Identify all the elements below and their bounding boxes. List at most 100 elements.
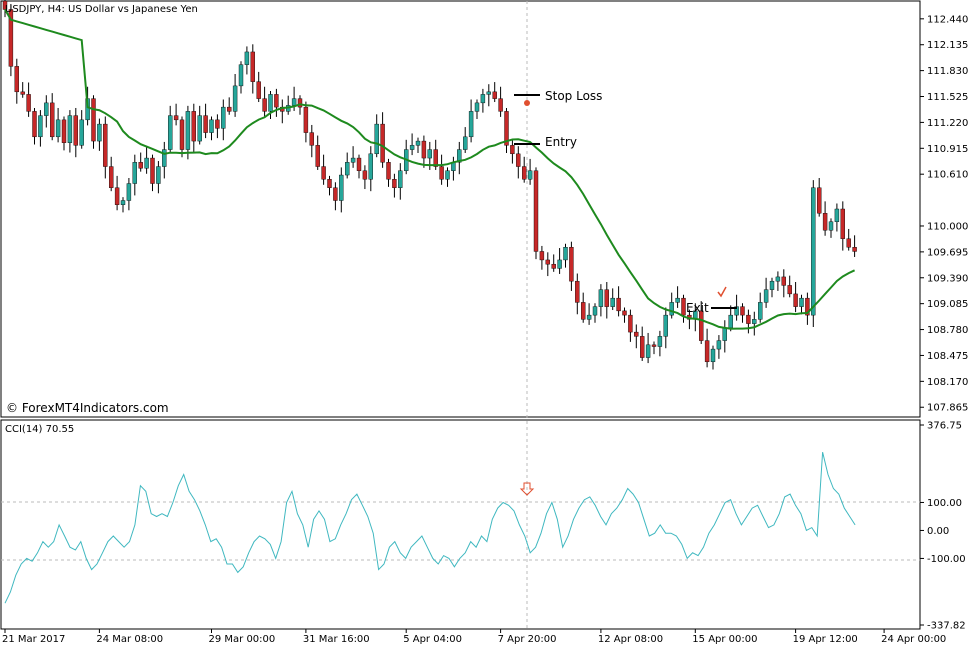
candle-body bbox=[498, 98, 503, 112]
candle-body bbox=[581, 302, 586, 320]
candle-body bbox=[238, 64, 244, 87]
time-tick-label: 21 Mar 2017 bbox=[2, 634, 65, 645]
candle-body bbox=[333, 187, 338, 201]
candle-body bbox=[250, 51, 256, 82]
candle-body bbox=[398, 170, 403, 188]
price-tick-label: 108.170 bbox=[927, 377, 968, 388]
candle-body bbox=[846, 238, 851, 248]
candle-body bbox=[563, 247, 568, 261]
candle-body bbox=[592, 306, 598, 316]
candle-body bbox=[203, 115, 208, 133]
cci-tick-label: -100.00 bbox=[927, 554, 966, 565]
candle-body bbox=[740, 306, 745, 316]
time-tick-label: 31 Mar 16:00 bbox=[303, 634, 370, 645]
candle-body bbox=[191, 111, 197, 142]
candle-body bbox=[380, 123, 385, 163]
candle-body bbox=[640, 336, 645, 358]
candle-body bbox=[44, 102, 49, 116]
candle-body bbox=[226, 106, 232, 112]
cci-line bbox=[4, 451, 856, 604]
price-tick-label: 109.695 bbox=[927, 247, 968, 258]
candle-body bbox=[775, 276, 781, 282]
candle-body bbox=[716, 340, 722, 350]
candle-body bbox=[55, 119, 61, 138]
price-tick-label: 108.780 bbox=[927, 325, 968, 336]
candle-body bbox=[516, 153, 521, 167]
candle-body bbox=[185, 111, 191, 150]
candle-body bbox=[150, 157, 155, 184]
time-tick-label: 19 Apr 12:00 bbox=[793, 634, 858, 645]
candle-body bbox=[781, 276, 786, 286]
candle-body bbox=[32, 111, 37, 138]
candle-body bbox=[309, 132, 314, 146]
candle-body bbox=[50, 102, 55, 138]
candle-body bbox=[634, 331, 639, 337]
candle-body bbox=[221, 106, 226, 129]
candle-body bbox=[468, 111, 474, 138]
time-axis: 21 Mar 2017 24 Mar 08:00 29 Mar 00:00 31 Ma… bbox=[2, 629, 946, 645]
candle-body bbox=[710, 348, 716, 363]
cci-axis: 376.75 100.00 0.00 -100.00 -337.82 bbox=[920, 421, 966, 632]
candle-body bbox=[209, 119, 214, 133]
exit-label: Exit bbox=[686, 301, 709, 315]
candle-body bbox=[262, 98, 267, 112]
candle-body bbox=[746, 314, 751, 324]
price-tick-label: 110.000 bbox=[927, 221, 968, 232]
candle-body bbox=[586, 314, 592, 320]
candle-body bbox=[162, 149, 167, 167]
candle-body bbox=[545, 259, 550, 265]
candle-body bbox=[539, 251, 545, 261]
candle-body bbox=[339, 174, 344, 201]
candle-body bbox=[699, 310, 704, 341]
candle-body bbox=[321, 166, 326, 180]
candle-body bbox=[256, 81, 261, 99]
candles-group bbox=[2, 0, 857, 370]
candle-body bbox=[445, 170, 450, 180]
candle-body bbox=[8, 9, 14, 67]
watermark: © ForexMT4Indicators.com bbox=[6, 401, 169, 415]
candle-body bbox=[722, 327, 727, 341]
moving-average-line bbox=[4, 8, 856, 330]
time-tick-label: 24 Mar 08:00 bbox=[96, 634, 163, 645]
candle-body bbox=[557, 259, 562, 269]
candle-body bbox=[433, 149, 438, 167]
candle-body bbox=[356, 157, 362, 171]
price-tick-label: 110.610 bbox=[927, 170, 968, 181]
candle-body bbox=[822, 213, 828, 231]
candle-body bbox=[327, 179, 332, 188]
candle-body bbox=[362, 170, 368, 180]
candle-body bbox=[610, 297, 615, 307]
candle-body bbox=[769, 280, 775, 290]
time-tick-label: 12 Apr 08:00 bbox=[598, 634, 663, 645]
candle-body bbox=[315, 145, 320, 167]
candle-body bbox=[61, 119, 67, 143]
candle-body bbox=[763, 289, 769, 303]
price-tick-label: 110.915 bbox=[927, 144, 968, 155]
candle-body bbox=[179, 119, 185, 150]
candle-body bbox=[811, 187, 816, 316]
price-tick-label: 111.525 bbox=[927, 92, 968, 103]
candle-body bbox=[663, 314, 668, 337]
candle-body bbox=[38, 115, 43, 138]
candle-body bbox=[97, 123, 102, 142]
candle-body bbox=[392, 179, 397, 188]
candle-body bbox=[752, 319, 757, 324]
candle-body bbox=[197, 115, 202, 142]
sell-signal-dot bbox=[524, 100, 530, 106]
candle-body bbox=[604, 289, 609, 307]
price-axis: 112.440 112.135 111.830 111.525 111.220 110.9… bbox=[920, 14, 968, 414]
price-tick-label: 112.440 bbox=[927, 14, 968, 25]
candle-body bbox=[2, 0, 8, 10]
candle-body bbox=[386, 162, 391, 180]
candle-body bbox=[657, 336, 663, 347]
candle-body bbox=[415, 140, 421, 146]
price-tick-label: 107.865 bbox=[927, 403, 968, 414]
candle-body bbox=[173, 115, 179, 121]
candle-body bbox=[628, 314, 633, 333]
candle-body bbox=[126, 183, 132, 201]
candle-body bbox=[20, 91, 25, 95]
cci-down-arrow-icon bbox=[519, 482, 535, 496]
candle-body bbox=[616, 297, 621, 312]
candle-body bbox=[551, 263, 556, 269]
